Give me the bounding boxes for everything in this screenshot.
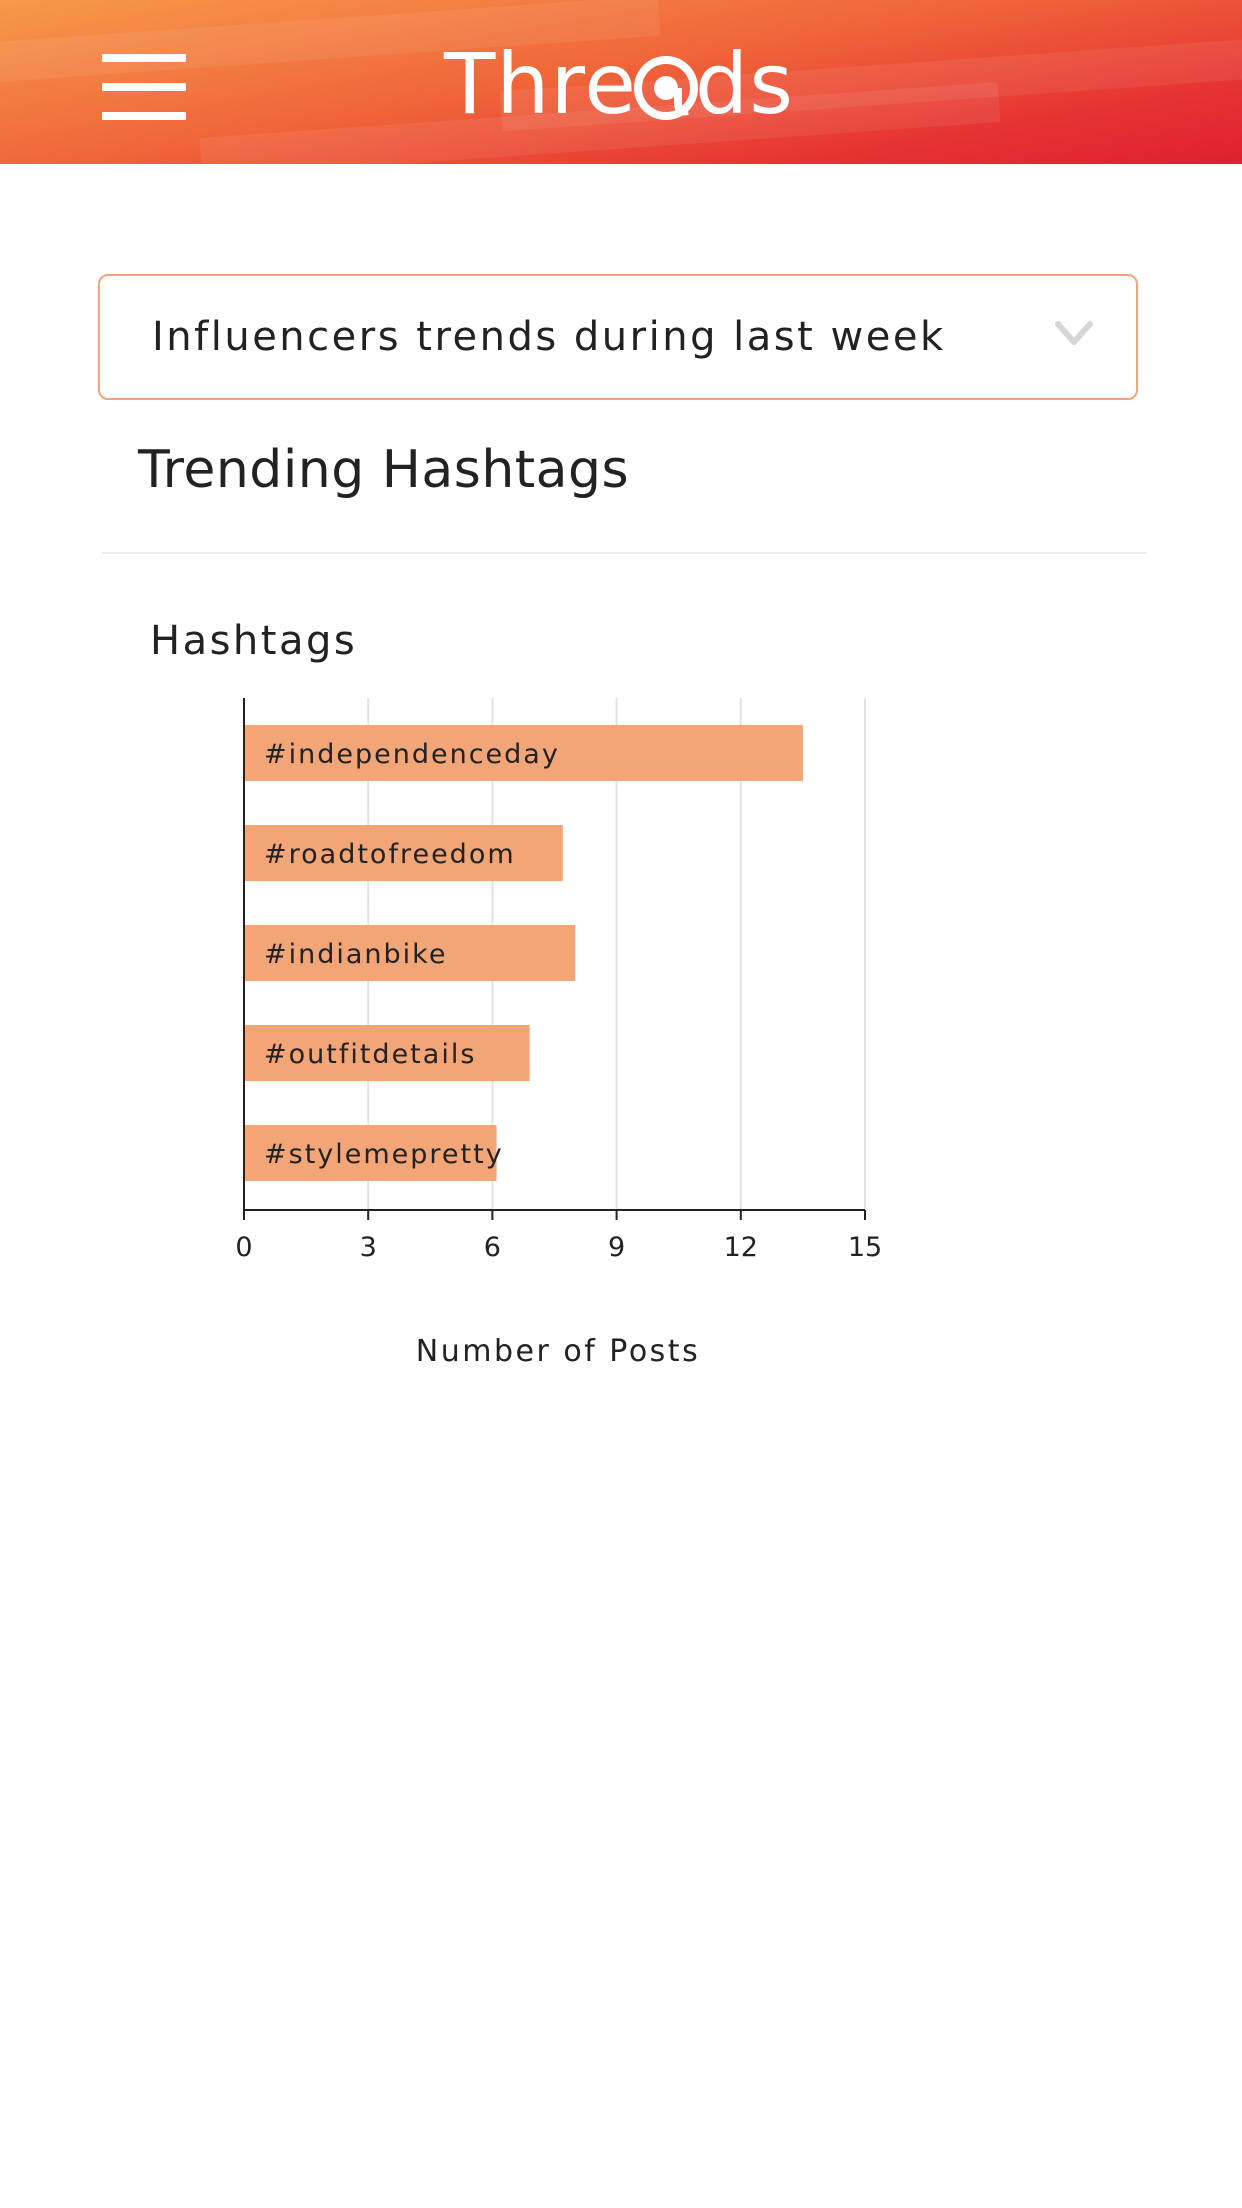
- hamburger-menu-icon[interactable]: [102, 54, 186, 120]
- bar-label: #stylemepretty: [264, 1139, 504, 1170]
- section-divider: [102, 552, 1147, 554]
- x-tick-label: 9: [608, 1232, 625, 1260]
- logo-text-start: Thre: [444, 35, 637, 133]
- section-title: Trending Hashtags: [138, 440, 630, 500]
- bar: [244, 925, 576, 981]
- logo-text-end: ds: [694, 35, 795, 133]
- bar: [244, 725, 803, 781]
- hashtag-bar-chart: #independenceday #roadtofreedom #indianbik…: [235, 698, 882, 1260]
- x-tick-label: 15: [848, 1232, 882, 1260]
- trend-period-select[interactable]: Influencers trends during last week: [98, 274, 1138, 400]
- x-tick-label: 3: [360, 1232, 377, 1260]
- bar: [244, 1025, 530, 1081]
- x-axis-label: Number of Posts: [415, 1334, 701, 1369]
- x-tick-label: 12: [724, 1232, 758, 1260]
- chevron-down-icon: [1055, 321, 1093, 345]
- app-logo: Thre ds: [444, 36, 794, 132]
- x-tick-label: 0: [235, 1232, 252, 1260]
- bar-label: #independenceday: [264, 739, 560, 770]
- at-sign-icon: [633, 56, 698, 120]
- bar-label: #outfitdetails: [264, 1039, 476, 1070]
- bar-label: #indianbike: [264, 939, 447, 970]
- bar: [244, 1125, 497, 1181]
- bar: [244, 825, 563, 881]
- chart-title: Hashtags: [150, 618, 358, 664]
- bar-label: #roadtofreedom: [264, 839, 516, 870]
- x-tick-label: 6: [484, 1232, 501, 1260]
- trend-period-value: Influencers trends during last week: [152, 314, 946, 360]
- app-header: Thre ds: [0, 0, 1242, 164]
